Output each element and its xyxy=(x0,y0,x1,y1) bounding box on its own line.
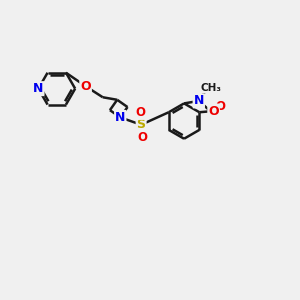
Text: O: O xyxy=(216,100,226,113)
Text: O: O xyxy=(80,80,91,93)
Text: O: O xyxy=(135,106,145,119)
Text: O: O xyxy=(208,104,219,118)
Text: N: N xyxy=(33,82,43,95)
Text: CH₃: CH₃ xyxy=(200,83,221,93)
Text: S: S xyxy=(136,118,146,131)
Text: N: N xyxy=(194,94,204,107)
Text: O: O xyxy=(137,130,147,143)
Text: N: N xyxy=(115,111,125,124)
